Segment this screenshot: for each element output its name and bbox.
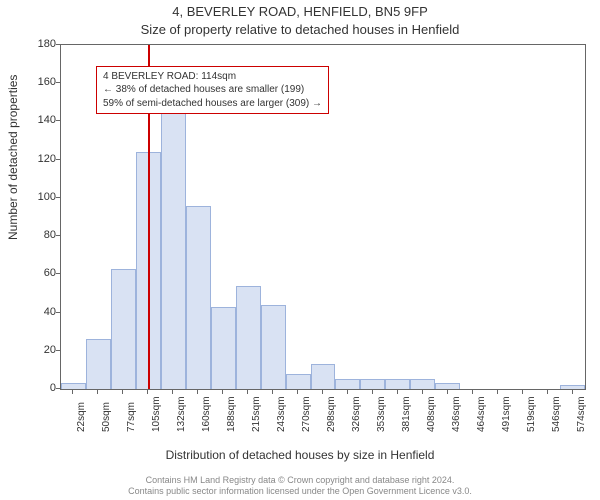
- histogram-bar: [286, 374, 311, 389]
- x-tick-mark: [72, 390, 73, 394]
- annotation-line3: 59% of semi-detached houses are larger (…: [103, 97, 322, 111]
- x-tick-label: 270sqm: [301, 396, 312, 432]
- y-tick-label: 180: [38, 38, 56, 50]
- y-tick-label: 80: [44, 229, 56, 241]
- histogram-bar: [211, 307, 236, 389]
- x-tick-mark: [297, 390, 298, 394]
- chart-container: 4, BEVERLEY ROAD, HENFIELD, BN5 9FP Size…: [0, 0, 600, 500]
- histogram-bar: [410, 379, 435, 389]
- x-tick-label: 215sqm: [251, 396, 262, 432]
- histogram-bar: [236, 286, 261, 389]
- x-tick-label: 408sqm: [426, 396, 437, 432]
- footer-line1: Contains HM Land Registry data © Crown c…: [146, 475, 455, 485]
- y-tick-label: 140: [38, 114, 56, 126]
- y-tick-label: 60: [44, 267, 56, 279]
- x-tick-mark: [172, 390, 173, 394]
- y-tick-mark: [56, 120, 60, 121]
- x-tick-label: 50sqm: [101, 402, 112, 432]
- y-axis-label: Number of detached properties: [6, 75, 20, 240]
- x-tick-label: 436sqm: [451, 396, 462, 432]
- histogram-bar: [311, 364, 336, 389]
- x-tick-mark: [372, 390, 373, 394]
- x-tick-mark: [122, 390, 123, 394]
- x-tick-label: 243sqm: [276, 396, 287, 432]
- x-tick-label: 22sqm: [76, 402, 87, 432]
- histogram-bar: [385, 379, 410, 389]
- x-tick-mark: [422, 390, 423, 394]
- histogram-bar: [435, 383, 460, 389]
- histogram-bar: [86, 339, 111, 389]
- histogram-bar: [61, 383, 86, 389]
- y-tick-label: 20: [44, 344, 56, 356]
- annotation-box: 4 BEVERLEY ROAD: 114sqm← 38% of detached…: [96, 66, 329, 115]
- x-tick-label: 298sqm: [326, 396, 337, 432]
- annotation-line2: ← 38% of detached houses are smaller (19…: [103, 83, 322, 97]
- x-axis-label: Distribution of detached houses by size …: [0, 448, 600, 462]
- x-tick-mark: [322, 390, 323, 394]
- x-tick-label: 132sqm: [176, 396, 187, 432]
- y-tick-mark: [56, 312, 60, 313]
- x-tick-mark: [547, 390, 548, 394]
- y-tick-mark: [56, 235, 60, 236]
- histogram-bar: [161, 106, 186, 389]
- x-tick-mark: [472, 390, 473, 394]
- x-tick-mark: [347, 390, 348, 394]
- x-tick-label: 519sqm: [526, 396, 537, 432]
- x-tick-label: 77sqm: [126, 402, 137, 432]
- x-tick-label: 574sqm: [576, 396, 587, 432]
- histogram-bar: [335, 379, 360, 389]
- x-tick-mark: [147, 390, 148, 394]
- x-tick-label: 491sqm: [501, 396, 512, 432]
- y-tick-label: 120: [38, 153, 56, 165]
- x-tick-mark: [447, 390, 448, 394]
- x-tick-label: 546sqm: [551, 396, 562, 432]
- x-tick-mark: [522, 390, 523, 394]
- y-tick-label: 160: [38, 76, 56, 88]
- histogram-bar: [186, 206, 211, 389]
- histogram-bar: [360, 379, 385, 389]
- x-tick-label: 105sqm: [151, 396, 162, 432]
- x-tick-mark: [97, 390, 98, 394]
- x-tick-label: 353sqm: [376, 396, 387, 432]
- x-tick-mark: [572, 390, 573, 394]
- footer-line2: Contains public sector information licen…: [128, 486, 472, 496]
- y-tick-mark: [56, 350, 60, 351]
- x-tick-mark: [272, 390, 273, 394]
- y-tick-label: 100: [38, 191, 56, 203]
- footer-attribution: Contains HM Land Registry data © Crown c…: [0, 475, 600, 498]
- x-tick-label: 464sqm: [476, 396, 487, 432]
- y-tick-mark: [56, 388, 60, 389]
- y-tick-mark: [56, 159, 60, 160]
- plot-area: 4 BEVERLEY ROAD: 114sqm← 38% of detached…: [60, 44, 586, 390]
- y-tick-mark: [56, 82, 60, 83]
- histogram-bar: [560, 385, 585, 389]
- x-tick-label: 381sqm: [401, 396, 412, 432]
- x-tick-mark: [197, 390, 198, 394]
- y-tick-mark: [56, 44, 60, 45]
- histogram-bar: [111, 269, 136, 389]
- x-tick-mark: [222, 390, 223, 394]
- x-tick-mark: [247, 390, 248, 394]
- y-tick-mark: [56, 197, 60, 198]
- annotation-line1: 4 BEVERLEY ROAD: 114sqm: [103, 70, 322, 84]
- chart-title-address: 4, BEVERLEY ROAD, HENFIELD, BN5 9FP: [0, 4, 600, 19]
- x-tick-label: 160sqm: [201, 396, 212, 432]
- x-tick-mark: [397, 390, 398, 394]
- y-tick-mark: [56, 273, 60, 274]
- chart-title-description: Size of property relative to detached ho…: [0, 22, 600, 37]
- x-tick-label: 326sqm: [351, 396, 362, 432]
- x-tick-mark: [497, 390, 498, 394]
- y-tick-label: 40: [44, 306, 56, 318]
- histogram-bar: [261, 305, 286, 389]
- x-tick-label: 188sqm: [226, 396, 237, 432]
